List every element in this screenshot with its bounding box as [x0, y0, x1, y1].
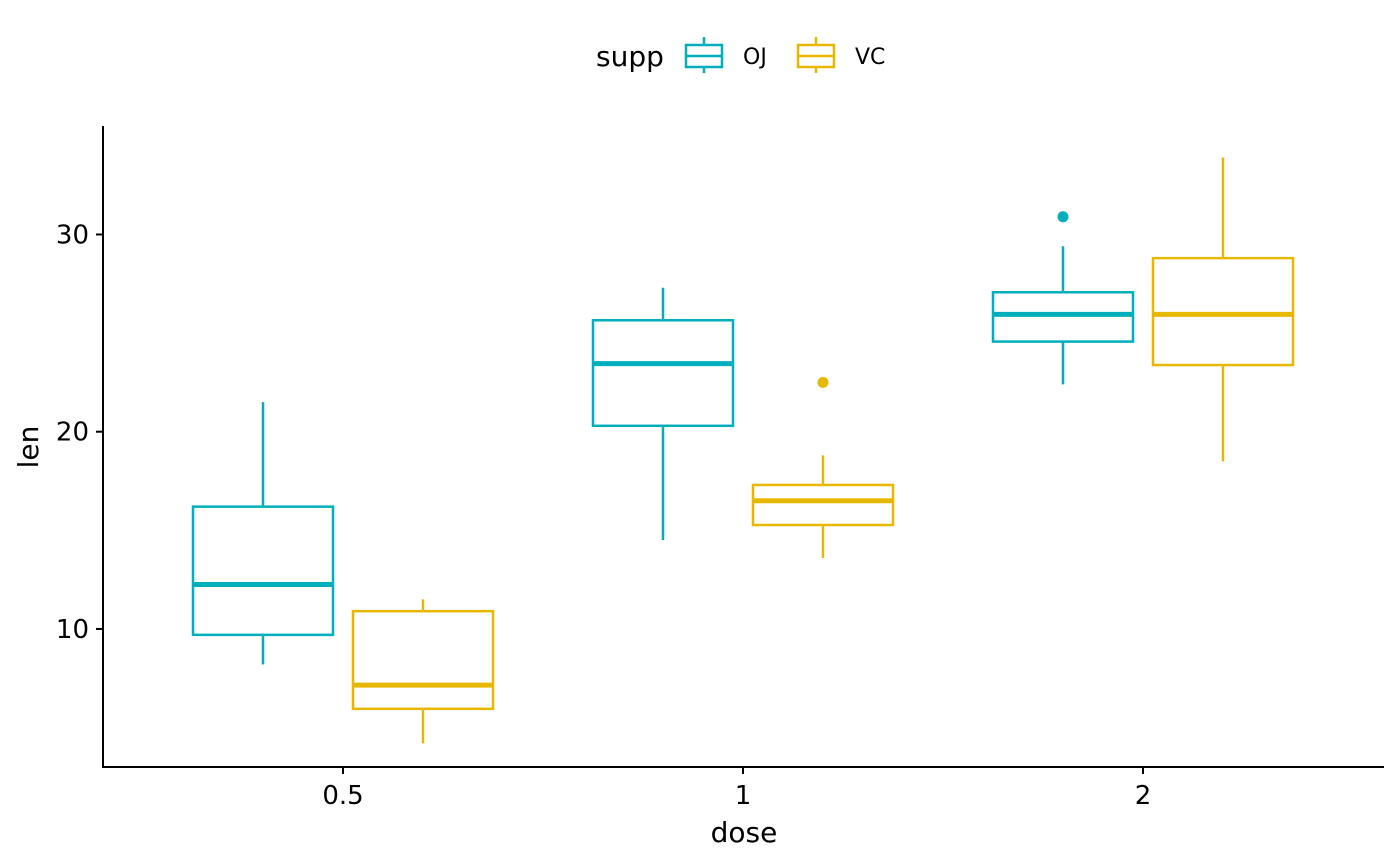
box-iqr	[591, 319, 735, 428]
x-tick-label: 1	[735, 781, 752, 811]
outlier-point	[817, 376, 829, 388]
box-vc-1	[751, 376, 895, 558]
x-axis-title: dose	[711, 816, 778, 849]
box-oj-0.5	[191, 402, 335, 665]
box-iqr	[991, 291, 1135, 343]
box-oj-1	[591, 287, 735, 541]
x-tick-label: 2	[1135, 781, 1152, 811]
legend-key-oj	[684, 37, 724, 73]
plot-area	[191, 157, 1295, 744]
legend-label-vc: VC	[855, 45, 885, 70]
box-vc-0.5	[351, 599, 495, 744]
legend: supp OJ VC	[596, 37, 885, 73]
box-iqr	[191, 505, 335, 637]
y-tick-label: 20	[56, 418, 89, 448]
box-oj-2	[991, 211, 1135, 385]
x-tick-label: 0.5	[322, 781, 363, 811]
box-iqr	[751, 483, 895, 527]
box-vc-2	[1151, 157, 1295, 462]
y-axis-title: len	[12, 426, 45, 469]
legend-title: supp	[596, 40, 664, 73]
axes: 10 20 30 0.5 1 2	[56, 126, 1384, 811]
outlier-point	[1057, 211, 1069, 223]
y-tick-label: 10	[56, 615, 89, 645]
legend-key-vc	[796, 37, 836, 73]
box-iqr	[351, 609, 495, 711]
y-tick-label: 30	[56, 220, 89, 250]
legend-label-oj: OJ	[743, 45, 767, 70]
box-iqr	[1151, 256, 1295, 367]
